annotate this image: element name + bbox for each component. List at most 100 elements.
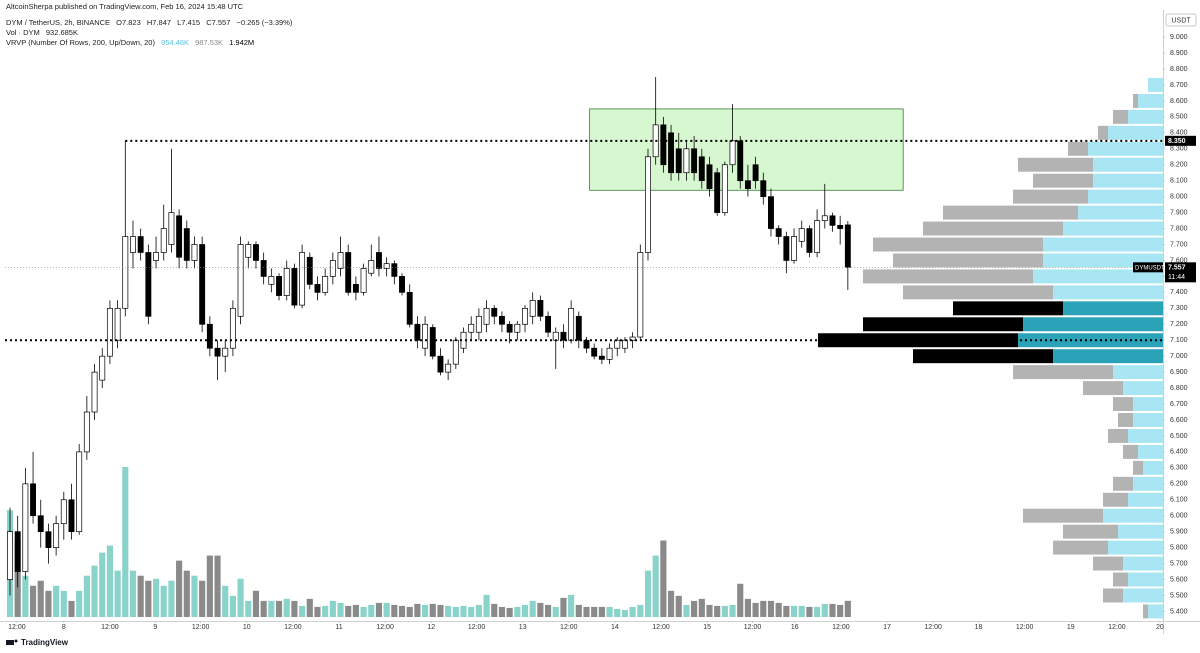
profile-down: [863, 269, 1033, 284]
candle-body: [68, 499, 75, 533]
y-tick-label: 6.000: [1170, 513, 1188, 520]
profile-up: [1063, 221, 1163, 236]
y-tick-label: 8.600: [1170, 98, 1188, 105]
volume-bar: [152, 578, 160, 617]
y-tick-label: 8.100: [1170, 178, 1188, 185]
x-tick-label: 16: [791, 624, 799, 631]
volume-bar: [114, 570, 121, 617]
profile-down: [1103, 492, 1128, 507]
candle-body: [345, 252, 352, 293]
candle-body: [168, 212, 175, 245]
volume-bar: [614, 608, 621, 617]
x-tick-label: 10: [243, 624, 251, 631]
x-tick-label: 12:00: [192, 624, 210, 631]
publisher-line: AltcoinSherpa published on TradingView.c…: [6, 2, 247, 11]
volume-bar: [683, 604, 690, 617]
y-tick-label: 7.900: [1170, 209, 1188, 216]
volume-bar: [322, 605, 329, 617]
candle-body: [706, 164, 713, 190]
candle-body: [768, 196, 774, 229]
candle-body: [437, 355, 444, 373]
volume-bar: [437, 604, 444, 617]
volume-bar: [391, 604, 398, 617]
volume-bar: [829, 603, 836, 617]
volume-bar: [483, 594, 490, 617]
volume-bar: [498, 606, 506, 617]
profile-up: [1123, 588, 1163, 603]
candle-body: [383, 263, 390, 269]
y-tick-label: 8.200: [1170, 162, 1188, 169]
candle-body: [91, 371, 98, 413]
candle-body: [406, 292, 413, 325]
candle-body: [183, 228, 190, 261]
plot-layer: 5.400 5.500 5.600 5.700 5.800 5.900 6.000 6.100…: [5, 34, 1188, 619]
x-tick-label: 12:00: [1016, 624, 1034, 631]
volume-bar: [68, 600, 75, 617]
candle-body: [760, 180, 767, 198]
volume-bar: [806, 606, 813, 617]
y-tick-label: 7.700: [1170, 241, 1188, 248]
candle-body: [206, 323, 213, 349]
y-tick-label: 7.000: [1170, 353, 1188, 360]
profile-down: [1133, 460, 1143, 475]
volume-bar: [206, 555, 213, 617]
y-tick-label: 8.000: [1170, 193, 1188, 200]
volume-bar: [145, 580, 152, 617]
volume-bar: [460, 605, 467, 617]
volume-bar: [706, 604, 713, 617]
profile-down: [1098, 125, 1108, 140]
volume-bar: [183, 570, 190, 617]
candle-body: [752, 164, 759, 182]
profile-down: [818, 333, 1018, 348]
candle-body: [137, 236, 144, 253]
vrvp-up: 954.46K: [161, 38, 189, 47]
candle-body: [583, 339, 590, 349]
y-tick-label: 5.800: [1170, 544, 1188, 551]
candle-body: [276, 276, 282, 296]
candle-body: [445, 363, 452, 373]
volume-bar: [629, 606, 636, 617]
candle-body: [268, 276, 275, 285]
candle-body: [337, 252, 344, 269]
volume-bar: [491, 603, 498, 617]
candle-body: [329, 260, 336, 277]
profile-down: [903, 285, 1053, 300]
vrvp-name: VRVP (Number Of Rows, 200, Up/Down, 20): [6, 38, 155, 47]
candle-body: [322, 276, 329, 293]
publisher: AltcoinSherpa published on TradingView.c…: [6, 2, 244, 11]
volume-bar: [537, 602, 544, 617]
volume-bar: [521, 604, 529, 617]
candle-body: [844, 224, 851, 268]
volume-bar: [83, 575, 90, 617]
candle-body: [7, 531, 13, 580]
candle-body: [245, 244, 252, 258]
volume-bar: [352, 604, 359, 617]
x-tick-label: 12:00: [468, 624, 486, 631]
volume-bar: [337, 602, 344, 617]
candle-body: [691, 148, 698, 174]
profile-down: [1143, 604, 1148, 619]
profile-down: [1053, 540, 1108, 555]
candle-body: [498, 315, 505, 325]
candle-body: [283, 268, 290, 296]
profile-up: [1138, 444, 1163, 459]
profile-up: [1033, 269, 1163, 284]
candle-body: [314, 284, 321, 293]
profile-up: [1123, 556, 1163, 571]
candle-body: [360, 268, 367, 293]
candle-body: [237, 244, 244, 317]
profile-down: [1118, 413, 1133, 427]
candle-body: [560, 331, 567, 341]
volume-bar: [637, 604, 644, 617]
volume-bar: [452, 606, 459, 617]
volume-bar: [752, 602, 759, 617]
candle-body: [153, 252, 159, 261]
candle-body: [452, 339, 459, 365]
profile-down: [1108, 428, 1128, 443]
volume-bar: [691, 600, 698, 617]
volume-bar: [414, 603, 421, 617]
profile-down: [1013, 189, 1088, 204]
volume-bar: [514, 606, 521, 617]
candle-body: [714, 172, 721, 213]
candle-body: [506, 323, 513, 333]
